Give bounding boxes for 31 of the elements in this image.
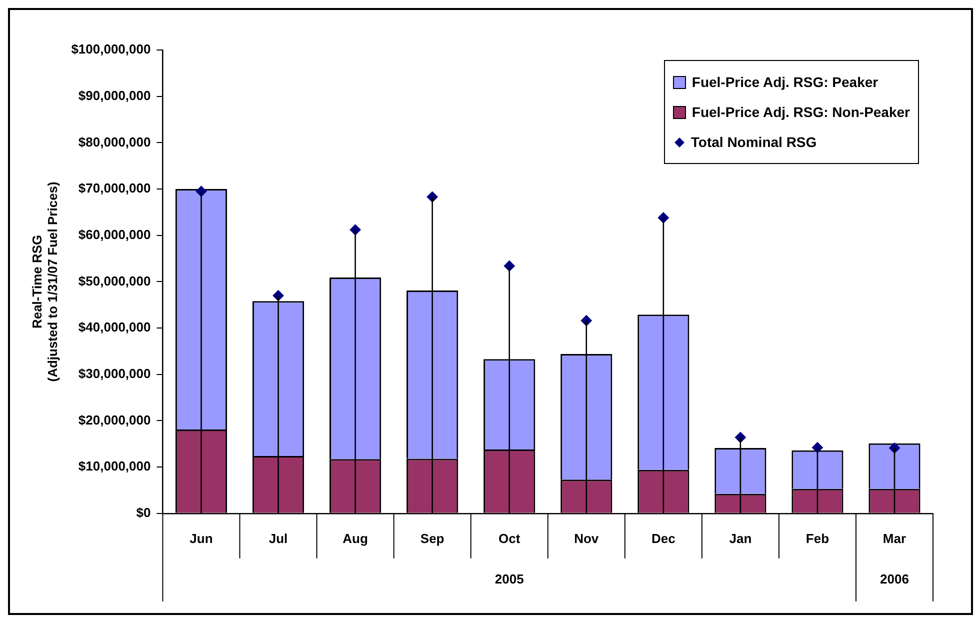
legend-label: Fuel-Price Adj. RSG: Non-Peaker — [692, 104, 910, 120]
point — [812, 442, 823, 454]
y-tick-label: $70,000,000 — [78, 180, 151, 196]
point — [658, 212, 669, 224]
y-tick-label: $100,000,000 — [71, 42, 151, 57]
x-tick-label: Dec — [651, 530, 676, 546]
y-tick-label: $50,000,000 — [78, 273, 151, 288]
text: 2005 — [494, 571, 524, 586]
y-tick-label: $20,000,000 — [78, 412, 151, 428]
x-tick-label: Feb — [806, 530, 830, 546]
y-tick-label: $10,000,000 — [78, 458, 151, 474]
y-tick-label: $0 — [136, 504, 151, 520]
y-tick-label: $40,000,000 — [78, 320, 151, 335]
y-tick-label: $60,000,000 — [78, 226, 151, 242]
x-tick-label: Sep — [420, 530, 444, 546]
y-tick-label: $30,000,000 — [78, 366, 151, 381]
legend-label: Fuel-Price Adj. RSG: Peaker — [692, 74, 878, 90]
x-tick-label: Jul — [268, 530, 288, 546]
x-tick-label: Jun — [190, 530, 213, 546]
legend-label: Total Nominal RSG — [690, 134, 817, 150]
x-tick-label: Aug — [342, 530, 368, 546]
y-tick-label: $80,000,000 — [78, 134, 151, 150]
x-tick-label: Oct — [498, 530, 521, 546]
x-tick-label: Nov — [574, 530, 600, 546]
y-axis-title: Real-Time RSG (Adjusted to 1/31/07 Fuel Prices) — [29, 182, 60, 382]
text: 2006 — [880, 571, 909, 586]
x-tick-label: Mar — [882, 530, 906, 546]
y-tick-label: $90,000,000 — [78, 88, 151, 103]
point — [734, 432, 746, 443]
x-tick-label: Jan — [729, 530, 752, 546]
point — [888, 442, 900, 454]
